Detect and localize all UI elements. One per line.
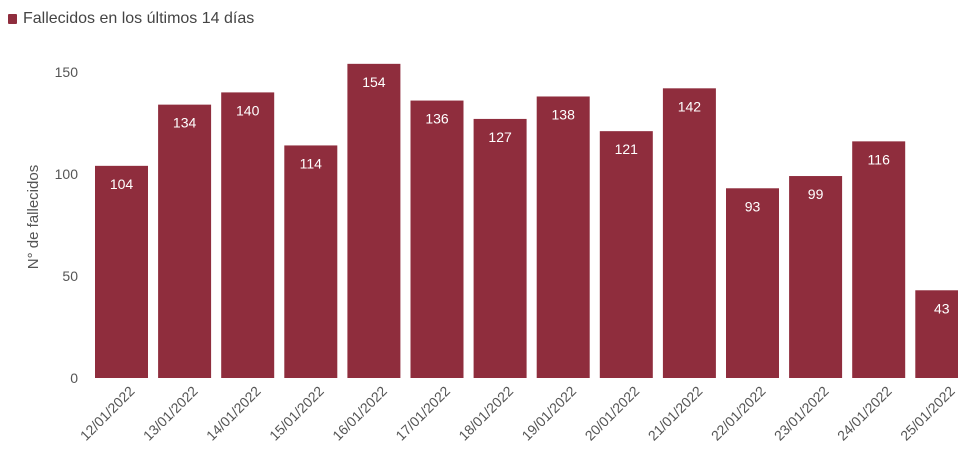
x-tick-label: 23/01/2022 [771, 383, 832, 444]
bar-value-label: 138 [552, 106, 576, 122]
bar [221, 92, 275, 379]
bar-value-label: 140 [236, 102, 260, 118]
bar-value-label: 104 [110, 176, 134, 192]
bar-value-label: 114 [300, 155, 323, 171]
bar-value-label: 154 [362, 74, 386, 90]
bar-value-label: 127 [488, 129, 512, 145]
y-tick-label: 100 [55, 166, 79, 182]
bar-value-label: 99 [808, 186, 824, 202]
x-tick-label: 22/01/2022 [708, 383, 769, 444]
bar [789, 176, 843, 378]
x-tick-label: 25/01/2022 [897, 383, 958, 444]
bar-value-label: 121 [615, 141, 639, 157]
bar [536, 96, 590, 378]
x-tick-label: 20/01/2022 [582, 383, 643, 444]
x-tick-label: 24/01/2022 [834, 383, 895, 444]
x-tick-label: 18/01/2022 [455, 383, 516, 444]
bar [915, 290, 958, 378]
y-tick-label: 0 [70, 370, 78, 386]
legend-swatch [8, 14, 17, 24]
chart-legend: Fallecidos en los últimos 14 días [8, 10, 254, 28]
x-tick-label: 17/01/2022 [392, 383, 453, 444]
x-tick-label: 19/01/2022 [518, 383, 579, 444]
x-tick-label: 21/01/2022 [645, 383, 706, 444]
bar [662, 88, 716, 378]
bar [852, 141, 906, 378]
y-tick-label: 150 [55, 64, 79, 80]
legend-label: Fallecidos en los últimos 14 días [23, 10, 255, 27]
bar-value-label: 136 [425, 111, 449, 127]
x-tick-label: 14/01/2022 [203, 383, 264, 444]
bar-value-label: 43 [934, 300, 950, 316]
bar-value-label: 134 [173, 115, 197, 131]
x-tick-label: 16/01/2022 [329, 383, 390, 444]
y-tick-label: 50 [62, 268, 78, 284]
y-axis-label: N° de fallecidos [25, 165, 42, 269]
bar [284, 145, 338, 378]
bar-value-label: 142 [678, 98, 702, 114]
bar-value-label: 116 [868, 151, 891, 167]
bar [599, 131, 653, 378]
bar [410, 100, 464, 378]
x-tick-label: 12/01/2022 [77, 383, 138, 444]
bar [473, 118, 527, 379]
x-tick-label: 13/01/2022 [140, 383, 201, 444]
bar [158, 104, 212, 378]
bar [726, 188, 779, 378]
x-tick-label: 15/01/2022 [266, 383, 327, 444]
bar-value-label: 93 [745, 198, 761, 214]
bar [347, 63, 401, 379]
bar [95, 165, 148, 378]
